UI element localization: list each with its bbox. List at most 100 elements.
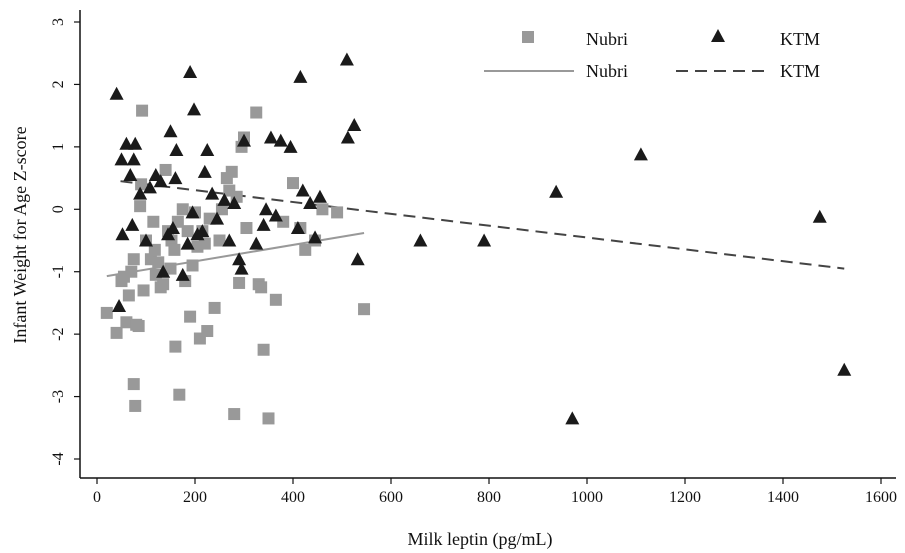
ktm-point (125, 217, 140, 231)
ktm-point (180, 236, 195, 250)
ktm-point (295, 183, 310, 197)
ktm-point (303, 196, 318, 210)
ktm-point (197, 164, 212, 178)
nubri-point (186, 259, 199, 272)
ktm-point (549, 184, 564, 198)
data-points (100, 52, 852, 425)
ktm-point (200, 142, 215, 156)
nubri-point (215, 203, 228, 216)
nubri-point (198, 237, 211, 250)
nubri-point (110, 326, 123, 339)
ktm-point (119, 136, 134, 150)
ktm-point (293, 69, 308, 83)
ktm-point (312, 189, 327, 203)
ktm-point (812, 209, 827, 223)
ktm-point (109, 86, 124, 100)
nubri-point (127, 253, 140, 266)
fit-lines (106, 180, 845, 278)
ktm-point (123, 167, 138, 181)
axes: -4 -3 -2 -1 0 1 2 3 0 200 400 600 800 1000 1200 1400 160… (50, 10, 897, 506)
ktm-point (263, 130, 278, 144)
ktm-point (283, 139, 298, 153)
nubri-point (147, 215, 160, 228)
legend-label-ktm-marker: KTM (780, 29, 820, 49)
nubri-point (331, 206, 344, 219)
ktm-point (128, 136, 143, 150)
nubri-point (176, 203, 189, 216)
ktm-point (237, 133, 251, 147)
nubri-point (184, 310, 197, 323)
nubri-point (152, 256, 165, 269)
ktm-point (232, 252, 247, 266)
ktm-point (185, 205, 200, 219)
x-tick-label: 0 (93, 489, 101, 506)
y-tick-label: 0 (50, 205, 67, 213)
x-tick-label: 200 (183, 489, 207, 506)
ktm-point (126, 152, 141, 166)
x-tick-label: 1400 (767, 489, 799, 506)
ktm-point (234, 261, 249, 275)
ktm-point (565, 411, 580, 425)
nubri-point (149, 268, 162, 281)
nubri-point (134, 200, 147, 213)
ktm-point (205, 186, 220, 200)
x-tick-label: 1200 (669, 489, 701, 506)
ktm-point (273, 133, 288, 147)
y-tick-label: 2 (50, 80, 67, 88)
x-tick-label: 600 (379, 489, 403, 506)
ktm-point (175, 267, 190, 281)
nubri-point (269, 293, 282, 306)
ktm-point (112, 299, 127, 313)
nubri-point (316, 203, 329, 216)
nubri-point (100, 306, 113, 319)
ktm-point (168, 171, 183, 185)
nubri-point (173, 388, 186, 401)
ktm-point (477, 233, 492, 247)
nubri-point (201, 325, 214, 338)
legend-marker-ktm (711, 29, 725, 42)
ktm-point (139, 233, 153, 247)
ktm-point (142, 180, 157, 194)
ktm-point (165, 221, 180, 235)
ktm-point (837, 362, 852, 376)
ktm-point (256, 217, 271, 231)
ktm-point (222, 233, 237, 247)
nubri-point (213, 234, 226, 247)
ktm-point (115, 227, 130, 241)
nubri-point (240, 222, 253, 235)
ktm-point (210, 211, 225, 225)
nubri-point (233, 276, 246, 289)
ktm-point (227, 196, 242, 210)
nubri-point (358, 303, 371, 316)
nubri-point (148, 243, 161, 256)
nubri-point (255, 281, 268, 294)
ktm-point (183, 64, 198, 78)
legend-label-ktm-line: KTM (780, 61, 820, 81)
y-tick-label: -4 (50, 452, 67, 465)
nubri-point (287, 177, 299, 190)
nubri-point (125, 265, 138, 278)
y-tick-label: -1 (50, 265, 67, 278)
ktm-point (114, 152, 129, 166)
legend-marker-nubri (522, 31, 534, 43)
nubri-point (164, 262, 177, 275)
fit-line-nubri (106, 232, 365, 278)
nubri-point (250, 106, 263, 119)
nubri-point (208, 301, 221, 314)
nubri-point (228, 408, 241, 421)
y-axis-title: Infant Weight for Age Z-score (10, 126, 30, 343)
ktm-point (133, 186, 148, 200)
y-tick-label: 1 (50, 143, 67, 151)
x-tick-label: 1600 (865, 489, 897, 506)
nubri-point (299, 243, 312, 256)
nubri-point (129, 399, 142, 412)
nubri-point (262, 412, 275, 425)
ktm-point (163, 124, 178, 138)
nubri-point (120, 316, 133, 329)
ktm-point (347, 118, 362, 132)
ktm-point (187, 102, 202, 116)
nubri-point (135, 178, 148, 191)
y-tick-label: -3 (50, 390, 67, 403)
ktm-point (217, 192, 232, 206)
